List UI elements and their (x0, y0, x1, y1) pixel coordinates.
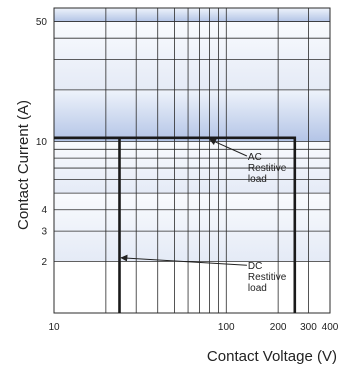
y-tick-label-3: 3 (41, 227, 47, 238)
annotation-line-dc-2: Restitive (248, 272, 287, 283)
annotation-line-ac-1: AC (248, 152, 262, 163)
background-band-soft-3 (54, 193, 330, 262)
annotation-line-ac-2: Restitive (248, 163, 287, 174)
series-line-dc (54, 136, 121, 313)
y-tick-label-50: 50 (36, 17, 48, 28)
annotation-arrow-dc (120, 254, 247, 266)
series-line-ac (54, 136, 297, 313)
annotation-line-ac-3: load (248, 174, 267, 185)
y-tick-label-10: 10 (36, 137, 48, 148)
annotation-label-dc: DC Restitive load (248, 261, 287, 294)
series-lines (54, 136, 297, 313)
x-tick-label-10: 10 (48, 322, 60, 333)
x-tick-label-400: 400 (322, 322, 339, 333)
background-band-soft-1 (54, 21, 330, 90)
y-tick-label-4: 4 (41, 205, 47, 216)
background-bands (54, 8, 330, 313)
x-tick-label-300: 300 (300, 322, 317, 333)
background-band-1 (54, 8, 330, 22)
x-tick-label-100: 100 (218, 322, 235, 333)
annotation-line-dc-1: DC (248, 261, 262, 272)
y-tick-label-2: 2 (41, 257, 47, 268)
y-axis-label: Contact Current (A) (15, 100, 32, 230)
tick-labels: 10 100 200 300 400 2 3 4 10 50 (36, 17, 339, 333)
annotation-label-ac: AC Restitive load (248, 152, 287, 185)
x-axis-label: Contact Voltage (V) (207, 348, 337, 365)
x-tick-label-200: 200 (270, 322, 287, 333)
plot-frame (53, 7, 331, 314)
background-band-2 (54, 89, 330, 142)
background-band-soft-2 (54, 141, 330, 194)
annotation-arrow-ac (208, 138, 248, 157)
annotation-line-dc-3: load (248, 283, 267, 294)
grid (53, 7, 331, 314)
